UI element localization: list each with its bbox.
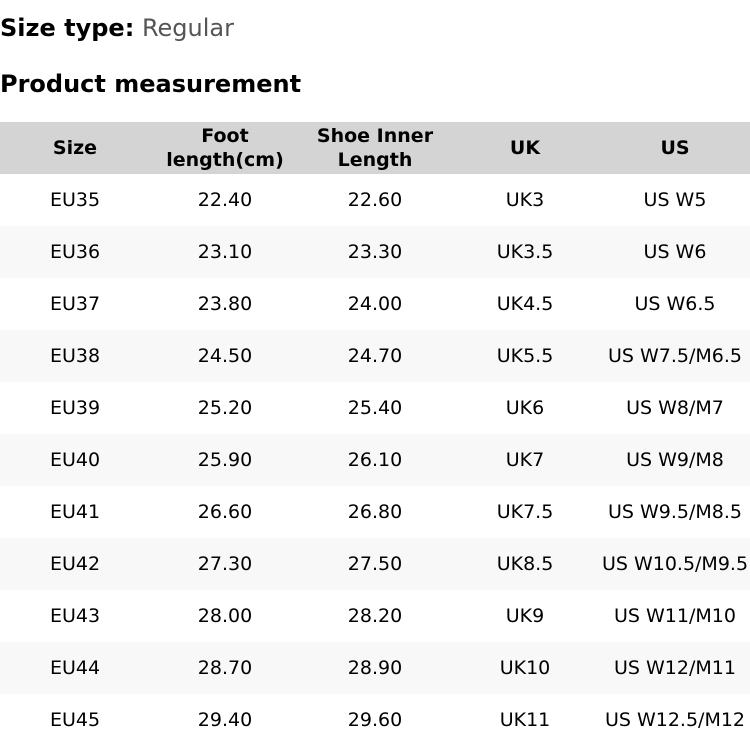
table-row: EU35 22.40 22.60 UK3 US W5 — [0, 174, 750, 226]
table-row: EU39 25.20 25.40 UK6 US W8/M7 — [0, 382, 750, 434]
cell-shoe-inner-length: 24.00 — [347, 293, 403, 315]
cell-size: EU36 — [0, 226, 150, 278]
cell-uk: UK9 — [505, 605, 545, 627]
cell-us: US W6.5 — [634, 293, 716, 315]
cell-shoe-inner-length: 22.60 — [347, 189, 403, 211]
cell-shoe-inner-length: 25.40 — [347, 397, 403, 419]
size-type: Size type: Regular — [0, 12, 234, 44]
cell-uk: UK7 — [450, 434, 600, 486]
cell-uk: UK7.5 — [496, 501, 554, 523]
cell-us: US W8/M7 — [626, 397, 724, 419]
cell-foot-length: 23.10 — [150, 226, 300, 278]
header-size: Size — [0, 122, 150, 174]
cell-us: US W5 — [643, 189, 707, 211]
cell-uk: UK8.5 — [450, 538, 600, 590]
cell-us: US W9/M8 — [600, 434, 750, 486]
cell-us: US W12/M11 — [600, 642, 750, 694]
table-row: EU41 26.60 26.80 UK7.5 US W9.5/M8.5 — [0, 486, 750, 538]
section-title: Product measurement — [0, 70, 302, 98]
table-row: EU40 25.90 26.10 UK7 US W9/M8 — [0, 434, 750, 486]
size-table: Size Foot length(cm) Shoe Inner Length U… — [0, 122, 750, 746]
cell-shoe-inner-length: 26.80 — [347, 501, 403, 523]
cell-size: EU42 — [0, 538, 150, 590]
cell-foot-length: 27.30 — [150, 538, 300, 590]
cell-size: EU39 — [49, 397, 101, 419]
cell-uk: UK11 — [499, 709, 551, 731]
cell-size: EU41 — [49, 501, 101, 523]
cell-us: US W6 — [600, 226, 750, 278]
table-row: EU37 23.80 24.00 UK4.5 US W6.5 — [0, 278, 750, 330]
header-uk: UK — [450, 122, 600, 174]
cell-uk: UK5.5 — [450, 330, 600, 382]
cell-size: EU38 — [0, 330, 150, 382]
cell-size: EU35 — [49, 189, 101, 211]
cell-foot-length: 22.40 — [197, 189, 253, 211]
cell-foot-length: 25.90 — [150, 434, 300, 486]
cell-shoe-inner-length: 26.10 — [300, 434, 450, 486]
header-us: US — [600, 122, 750, 174]
cell-us: US W9.5/M8.5 — [607, 501, 743, 523]
table-header-row: Size Foot length(cm) Shoe Inner Length U… — [0, 122, 750, 174]
cell-uk: UK3 — [505, 189, 545, 211]
table-row: EU45 29.40 29.60 UK11 US W12.5/M12 — [0, 694, 750, 746]
cell-foot-length: 28.70 — [150, 642, 300, 694]
size-type-label: Size type: — [0, 14, 135, 42]
cell-size: EU45 — [49, 709, 101, 731]
cell-size: EU44 — [0, 642, 150, 694]
size-type-value: Regular — [141, 14, 234, 42]
cell-us: US W11/M10 — [614, 605, 736, 627]
cell-shoe-inner-length: 29.60 — [347, 709, 403, 731]
cell-shoe-inner-length: 28.90 — [300, 642, 450, 694]
cell-shoe-inner-length: 24.70 — [300, 330, 450, 382]
cell-shoe-inner-length: 28.20 — [347, 605, 403, 627]
cell-foot-length: 25.20 — [197, 397, 253, 419]
cell-foot-length: 26.60 — [197, 501, 253, 523]
table-row: EU36 23.10 23.30 UK3.5 US W6 — [0, 226, 750, 278]
cell-us: US W7.5/M6.5 — [600, 330, 750, 382]
cell-size: EU43 — [49, 605, 101, 627]
header-shoe-inner-length: Shoe Inner Length — [300, 122, 450, 174]
table-row: EU38 24.50 24.70 UK5.5 US W7.5/M6.5 — [0, 330, 750, 382]
table-row: EU42 27.30 27.50 UK8.5 US W10.5/M9.5 — [0, 538, 750, 590]
cell-foot-length: 28.00 — [197, 605, 253, 627]
cell-uk: UK6 — [505, 397, 545, 419]
cell-us: US W12.5/M12 — [604, 709, 746, 731]
cell-size: EU40 — [0, 434, 150, 486]
cell-shoe-inner-length: 27.50 — [300, 538, 450, 590]
cell-uk: UK4.5 — [496, 293, 554, 315]
cell-us: US W10.5/M9.5 — [600, 538, 750, 590]
cell-uk: UK10 — [450, 642, 600, 694]
cell-size: EU37 — [49, 293, 101, 315]
cell-foot-length: 24.50 — [150, 330, 300, 382]
table-row: EU44 28.70 28.90 UK10 US W12/M11 — [0, 642, 750, 694]
cell-foot-length: 23.80 — [197, 293, 253, 315]
table-row: EU43 28.00 28.20 UK9 US W11/M10 — [0, 590, 750, 642]
header-foot-length: Foot length(cm) — [150, 122, 300, 174]
cell-uk: UK3.5 — [450, 226, 600, 278]
cell-shoe-inner-length: 23.30 — [300, 226, 450, 278]
cell-foot-length: 29.40 — [197, 709, 253, 731]
